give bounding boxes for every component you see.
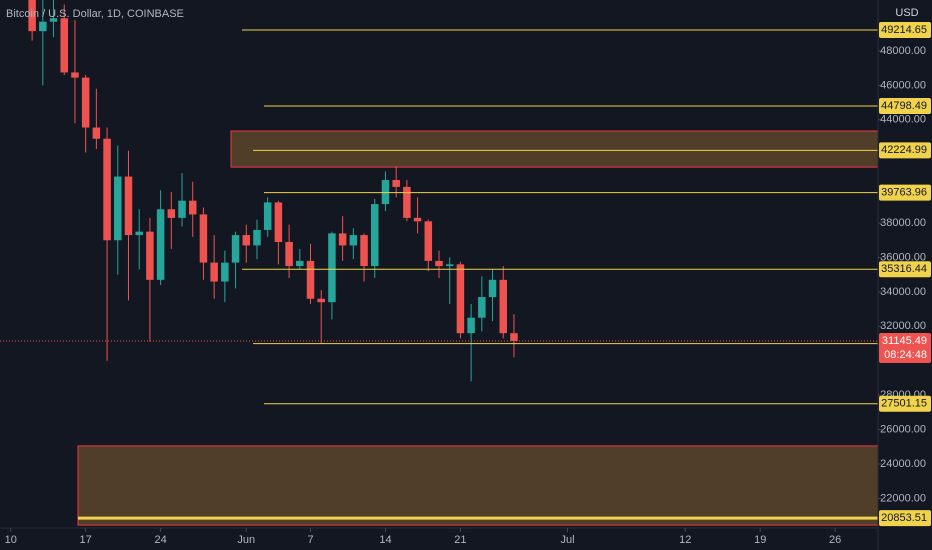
- y-tick-label: 38000.00: [880, 217, 926, 229]
- plot-area: [0, 0, 879, 526]
- candle-body: [114, 176, 122, 241]
- y-tick-label: 48000.00: [880, 45, 926, 57]
- candle-body: [135, 231, 143, 236]
- candle-body: [424, 221, 433, 261]
- candle-body: [349, 235, 358, 246]
- level-label-bg: [879, 510, 931, 527]
- level-label: 42224.99: [881, 144, 927, 156]
- candle-body: [178, 200, 186, 218]
- x-tick-label: 19: [754, 534, 766, 546]
- level-label: 27501.15: [881, 398, 927, 410]
- x-tick-label: 10: [5, 534, 17, 546]
- candle-body: [242, 235, 251, 246]
- candle-body: [456, 264, 465, 334]
- y-tick-label: 26000.00: [880, 423, 926, 435]
- x-tick-label: 12: [679, 534, 691, 546]
- candle-body: [413, 217, 422, 222]
- candle-body: [81, 77, 90, 128]
- candle-body: [274, 202, 283, 242]
- axis-labels: 48000.00 46000.00 44000.00 38000.00 36000.00…: [5, 22, 931, 546]
- level-label-bg: [879, 261, 931, 278]
- y-tick-label: 24000.00: [880, 458, 926, 470]
- candle-body: [156, 209, 165, 280]
- candle-body: [296, 260, 304, 267]
- chart-title: Bitcoin / U.S. Dollar, 1D, COINBASE: [6, 8, 184, 20]
- zone: [230, 130, 879, 168]
- candle-body: [435, 260, 443, 267]
- candle-body: [371, 204, 379, 267]
- level-label: 35316.44: [881, 263, 927, 275]
- countdown: 08:24:48: [884, 349, 927, 361]
- last-price-label: 31145.49: [882, 335, 927, 347]
- candle-body: [49, 18, 58, 22]
- x-tick-label: 24: [154, 534, 166, 546]
- currency-badge: [895, 5, 920, 21]
- x-tick-label: Jun: [237, 534, 255, 546]
- y-tick-label: 36000.00: [880, 251, 926, 263]
- y-tick-label: 44000.00: [880, 114, 926, 126]
- candle-body: [328, 233, 336, 303]
- x-tick-label: 7: [307, 534, 313, 546]
- candle-body: [285, 241, 293, 267]
- candle-body: [478, 297, 486, 318]
- candle-body: [338, 233, 347, 246]
- candle-body: [103, 138, 111, 241]
- candle-body: [92, 127, 101, 139]
- candle-body: [231, 235, 240, 263]
- candle-body: [199, 214, 208, 263]
- candle-body: [39, 21, 47, 32]
- currency: USD: [895, 7, 918, 19]
- candle-body: [188, 200, 197, 215]
- level-label: 49214.65: [881, 24, 927, 36]
- x-tick-label: 14: [379, 534, 391, 546]
- level-label-bg: [879, 98, 931, 115]
- candle-body: [403, 186, 411, 218]
- x-tick-label: Jul: [560, 534, 574, 546]
- candle-body: [392, 180, 400, 187]
- y-tick-label: 34000.00: [880, 286, 926, 298]
- y-tick-label: 32000.00: [880, 320, 926, 332]
- zone: [77, 445, 879, 526]
- level-label-bg: [879, 395, 931, 412]
- candle-body: [210, 262, 218, 282]
- candle-body: [263, 202, 272, 230]
- x-tick-label: 17: [80, 534, 92, 546]
- level-label: 20853.51: [881, 512, 927, 524]
- level-label-bg: [879, 184, 931, 201]
- y-tick-label: 46000.00: [880, 79, 926, 91]
- candle-body: [445, 264, 454, 267]
- candle-body: [146, 231, 154, 280]
- candle-body: [124, 176, 133, 236]
- candle-body: [306, 260, 315, 299]
- level-label: 44798.49: [881, 100, 927, 112]
- x-tick-label: 26: [829, 534, 841, 546]
- candle-body: [467, 317, 475, 334]
- level-label-bg: [879, 22, 931, 39]
- level-label-bg: [879, 142, 931, 159]
- candle-body: [60, 18, 68, 73]
- level-label: 39763.96: [881, 187, 927, 199]
- candle-body: [488, 279, 497, 298]
- candle-body: [499, 279, 507, 334]
- candle-body: [510, 333, 518, 342]
- y-tick-label: 22000.00: [880, 492, 926, 504]
- candle-body: [167, 209, 176, 218]
- x-tick-label: 21: [454, 534, 466, 546]
- candle-body: [28, 0, 36, 32]
- last-price-bg: [879, 333, 931, 364]
- candle-body: [381, 180, 390, 205]
- candle-body: [253, 229, 261, 246]
- candle-body: [71, 72, 79, 78]
- candle-body: [317, 298, 325, 303]
- candle-body: [221, 262, 229, 282]
- candle-body: [360, 235, 368, 267]
